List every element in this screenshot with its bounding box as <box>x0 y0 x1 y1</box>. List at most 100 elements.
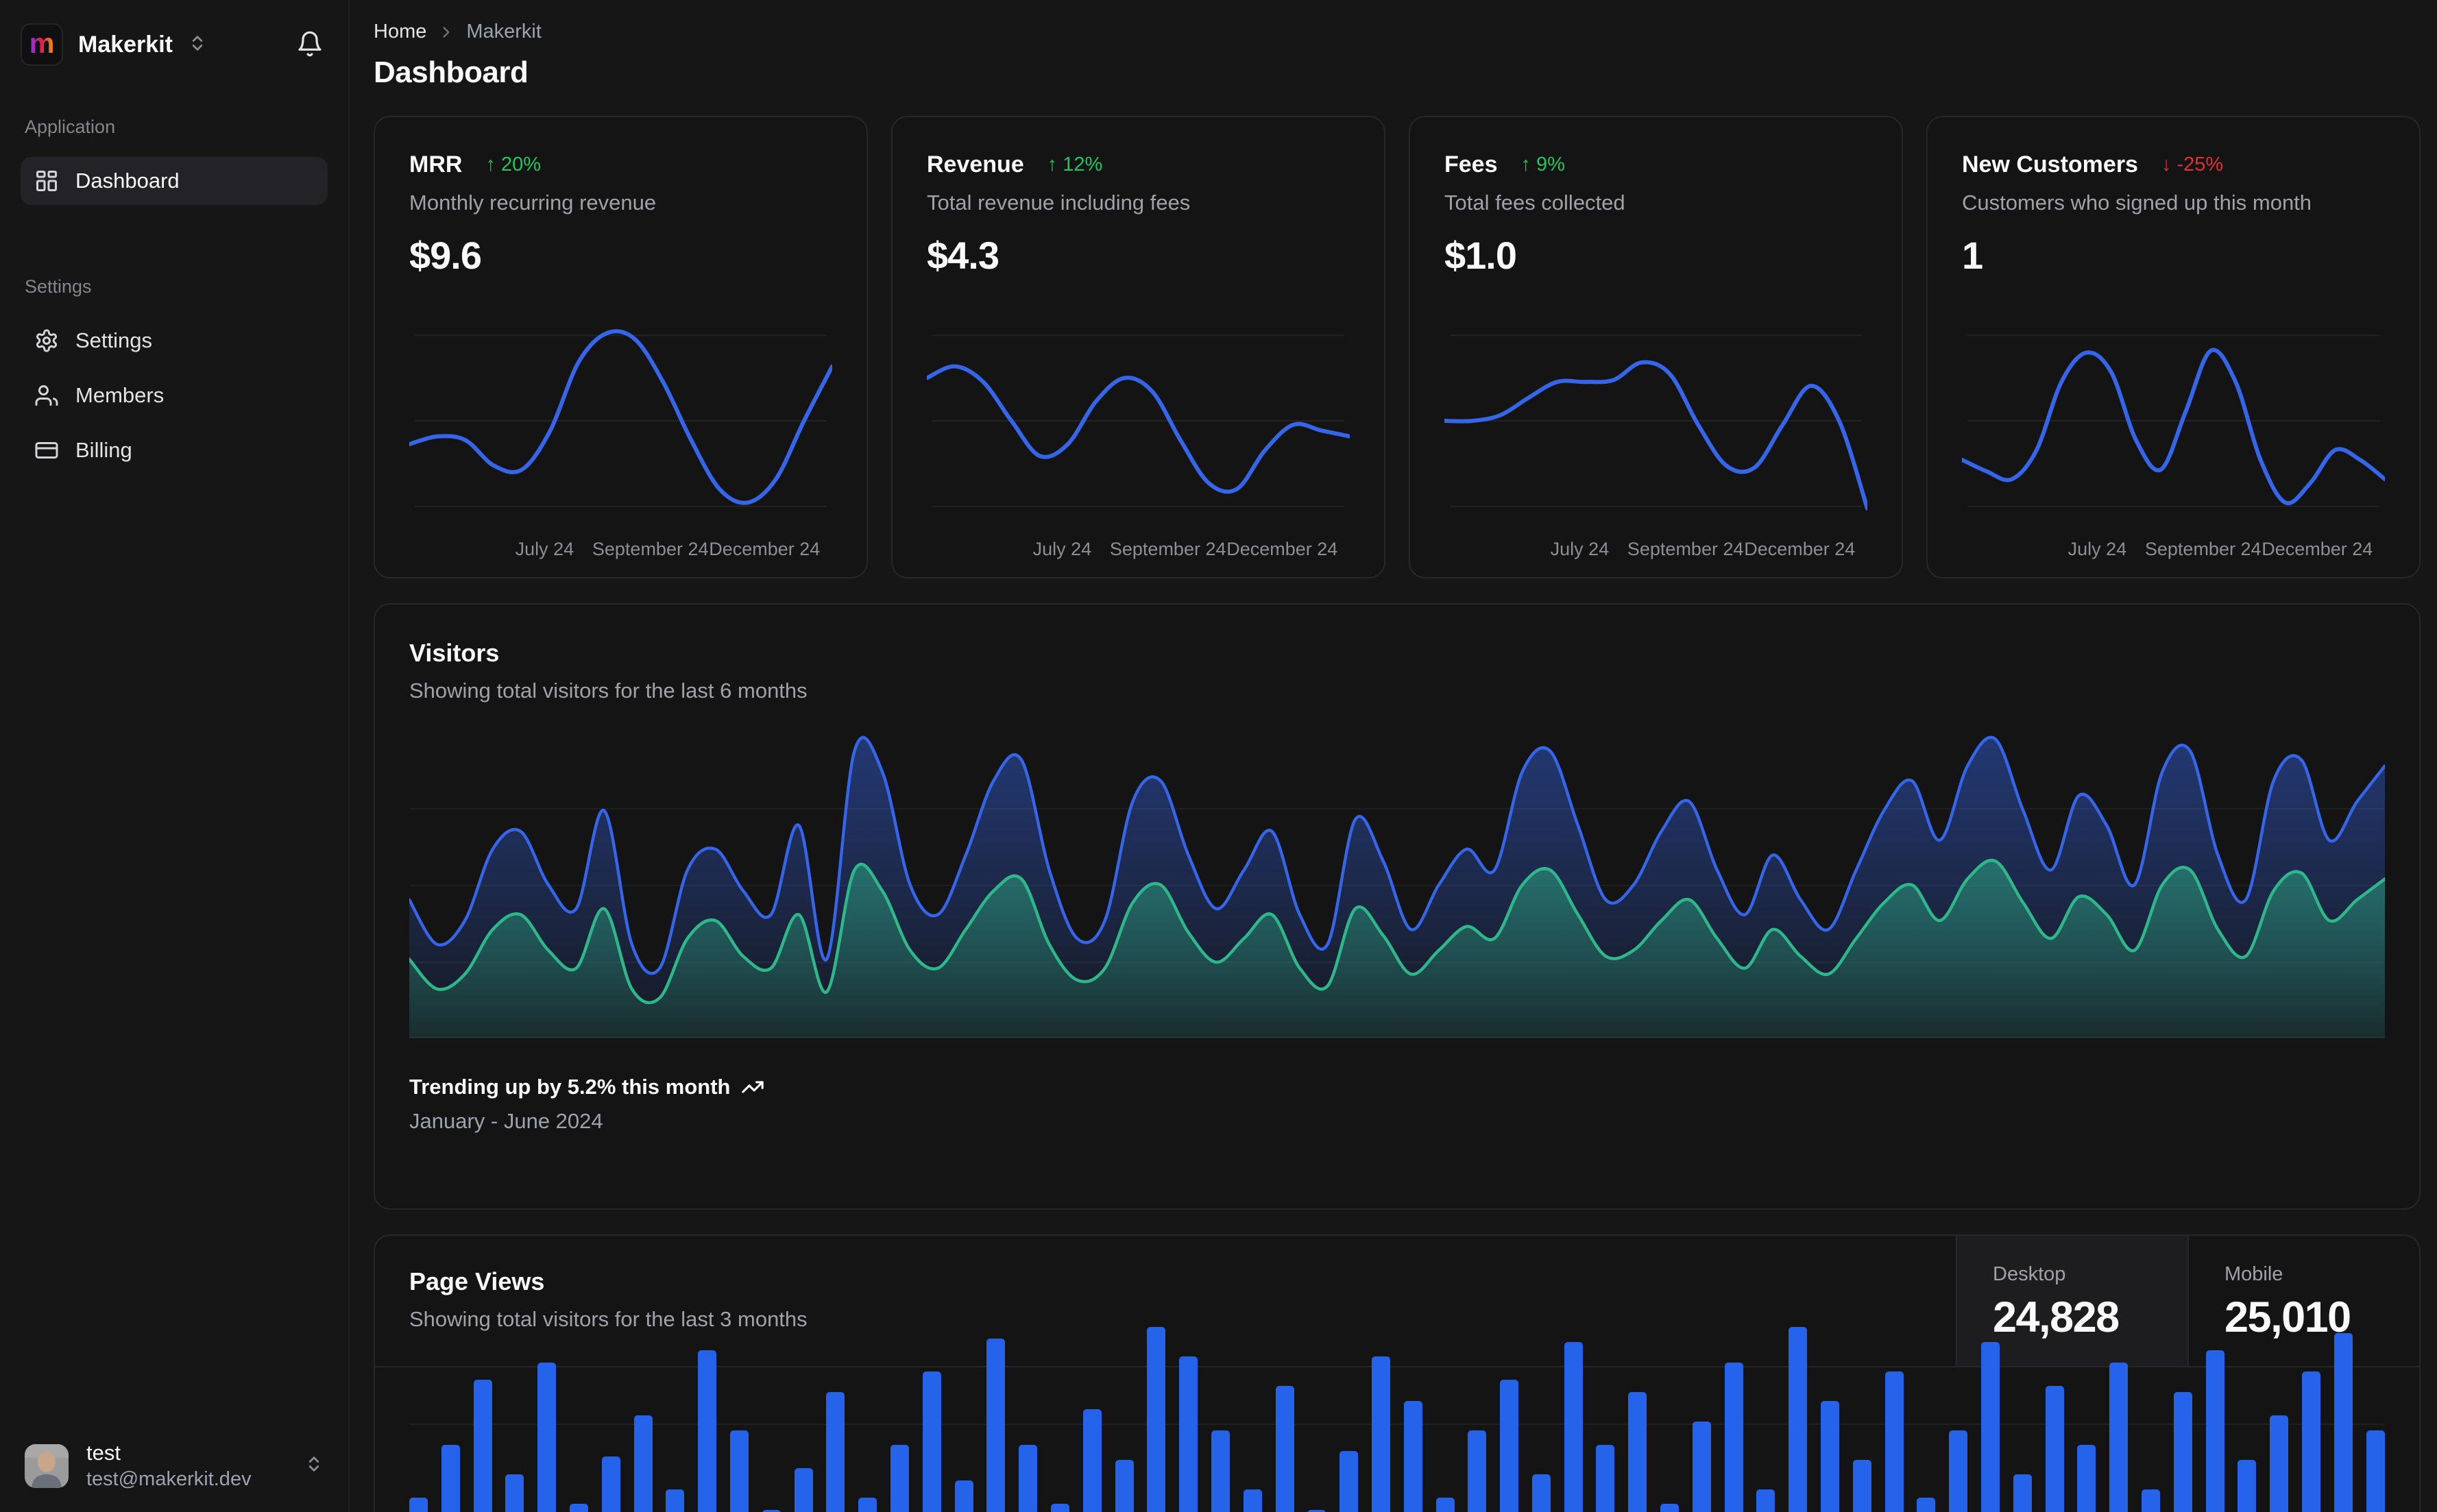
credit-card-icon <box>34 438 59 463</box>
fees-sparkline-chart <box>1444 314 1867 528</box>
page-views-subtitle: Showing total visitors for the last 3 mo… <box>409 1307 808 1331</box>
page-views-card: Page Views Showing total visitors for th… <box>374 1234 2421 1512</box>
trending-text: Trending up by 5.2% this month <box>409 1075 731 1099</box>
stat-card-fees: Fees ↑ 9% Total fees collected $1.0 July … <box>1409 116 1903 578</box>
stat-subtitle: Customers who signed up this month <box>1962 191 2312 215</box>
bar <box>1724 1362 1743 1512</box>
bar <box>1852 1459 1871 1512</box>
layout-grid-icon <box>34 169 59 193</box>
bar <box>1307 1509 1326 1512</box>
bar <box>537 1362 557 1512</box>
bar <box>698 1350 717 1512</box>
bar <box>2270 1415 2289 1512</box>
visitors-area-chart <box>409 732 2385 1039</box>
workspace-selector[interactable]: m Makerkit <box>21 23 292 66</box>
breadcrumb-home-link[interactable]: Home <box>374 21 427 42</box>
user-meta: test test@makerkit.dev <box>86 1440 287 1491</box>
notifications-button[interactable] <box>292 26 328 64</box>
x-axis-labels: July 24 September 24 December 24 <box>515 539 821 559</box>
bar <box>2302 1371 2321 1512</box>
chevrons-up-down-icon <box>304 1454 324 1477</box>
bar <box>890 1445 909 1512</box>
visitors-footer: Trending up by 5.2% this month January -… <box>409 1075 2385 1134</box>
chevron-right-icon <box>437 23 455 41</box>
desktop-toggle[interactable]: Desktop 24,828 <box>1956 1236 2187 1366</box>
stat-card-mrr: MRR ↑ 20% Monthly recurring revenue $9.6 … <box>374 116 868 578</box>
bar <box>826 1391 845 1512</box>
trend-badge: ↑ 12% <box>1047 154 1103 175</box>
user-name: test <box>86 1441 121 1465</box>
bar <box>1981 1341 2000 1512</box>
bar <box>666 1489 685 1512</box>
bar <box>1468 1430 1487 1512</box>
mobile-toggle[interactable]: Mobile 25,010 <box>2187 1236 2419 1366</box>
stats-row: MRR ↑ 20% Monthly recurring revenue $9.6 … <box>374 116 2421 578</box>
breadcrumb-current: Makerkit <box>466 21 542 42</box>
gear-icon <box>34 328 59 353</box>
mobile-value: 25,010 <box>2224 1293 2351 1341</box>
bar <box>1884 1371 1904 1512</box>
sidebar-section-application: Application <box>25 117 116 137</box>
sidebar-item-members[interactable]: Members <box>21 371 328 419</box>
x-axis-labels: July 24 September 24 December 24 <box>2068 539 2373 559</box>
bar <box>2109 1362 2129 1512</box>
stat-subtitle: Total revenue including fees <box>927 191 1191 215</box>
svg-text:m: m <box>29 27 55 59</box>
visitors-period: January - June 2024 <box>409 1109 603 1133</box>
sidebar-section-settings: Settings <box>25 276 92 297</box>
sidebar: m Makerkit Application Dashboard Settin <box>0 0 350 1512</box>
bar <box>1756 1489 1775 1512</box>
page-views-title: Page Views <box>409 1267 545 1295</box>
bar <box>2142 1489 2161 1512</box>
bar <box>2333 1332 2353 1512</box>
desktop-label: Desktop <box>1993 1263 2066 1285</box>
bar <box>2013 1474 2032 1512</box>
sidebar-header: m Makerkit <box>21 23 328 66</box>
bar <box>1211 1430 1230 1512</box>
trend-badge: ↑ 20% <box>485 154 541 175</box>
bar <box>1179 1356 1198 1512</box>
stat-card-new-customers: New Customers ↓ -25% Customers who signed… <box>1926 116 2421 578</box>
bar <box>1371 1356 1390 1512</box>
bar <box>1435 1498 1455 1512</box>
workspace-name: Makerkit <box>78 31 173 58</box>
bar <box>2173 1391 2192 1512</box>
visitors-title: Visitors <box>409 639 500 667</box>
bar <box>1082 1409 1102 1512</box>
bar <box>473 1380 492 1512</box>
stat-subtitle: Total fees collected <box>1444 191 1625 215</box>
bar <box>858 1498 877 1512</box>
stat-value: $9.6 <box>409 234 482 277</box>
bar <box>441 1445 460 1512</box>
makerkit-logo: m <box>21 23 63 66</box>
bar <box>954 1480 973 1512</box>
sidebar-item-billing[interactable]: Billing <box>21 426 328 474</box>
bar <box>1949 1430 1968 1512</box>
bar <box>1500 1380 1519 1512</box>
mobile-label: Mobile <box>2224 1263 2283 1285</box>
bar <box>1275 1386 1294 1512</box>
x-axis-labels: July 24 September 24 December 24 <box>1032 539 1338 559</box>
bar <box>2205 1350 2224 1512</box>
sidebar-item-dashboard[interactable]: Dashboard <box>21 157 328 205</box>
stat-card-revenue: Revenue ↑ 12% Total revenue including fee… <box>891 116 1385 578</box>
bar <box>1115 1459 1134 1512</box>
sidebar-item-label: Members <box>75 383 165 407</box>
trend-badge: ↑ 9% <box>1520 154 1565 175</box>
bar <box>922 1371 941 1512</box>
trending-up-icon <box>741 1075 764 1099</box>
user-menu[interactable]: test test@makerkit.dev <box>0 1419 348 1512</box>
bar <box>601 1456 620 1512</box>
sidebar-item-settings[interactable]: Settings <box>21 317 328 365</box>
stat-subtitle: Monthly recurring revenue <box>409 191 657 215</box>
main-content: Home Makerkit Dashboard MRR ↑ 20% Monthly… <box>350 0 2437 1512</box>
bar <box>1628 1391 1647 1512</box>
bar <box>1019 1445 1038 1512</box>
bell-icon <box>296 31 324 60</box>
stat-title: Fees <box>1444 151 1498 178</box>
user-email: test@makerkit.dev <box>86 1467 252 1490</box>
stat-title: New Customers <box>1962 151 2138 178</box>
arrow-up-icon: ↑ <box>1520 154 1531 175</box>
desktop-value: 24,828 <box>1993 1293 2120 1341</box>
